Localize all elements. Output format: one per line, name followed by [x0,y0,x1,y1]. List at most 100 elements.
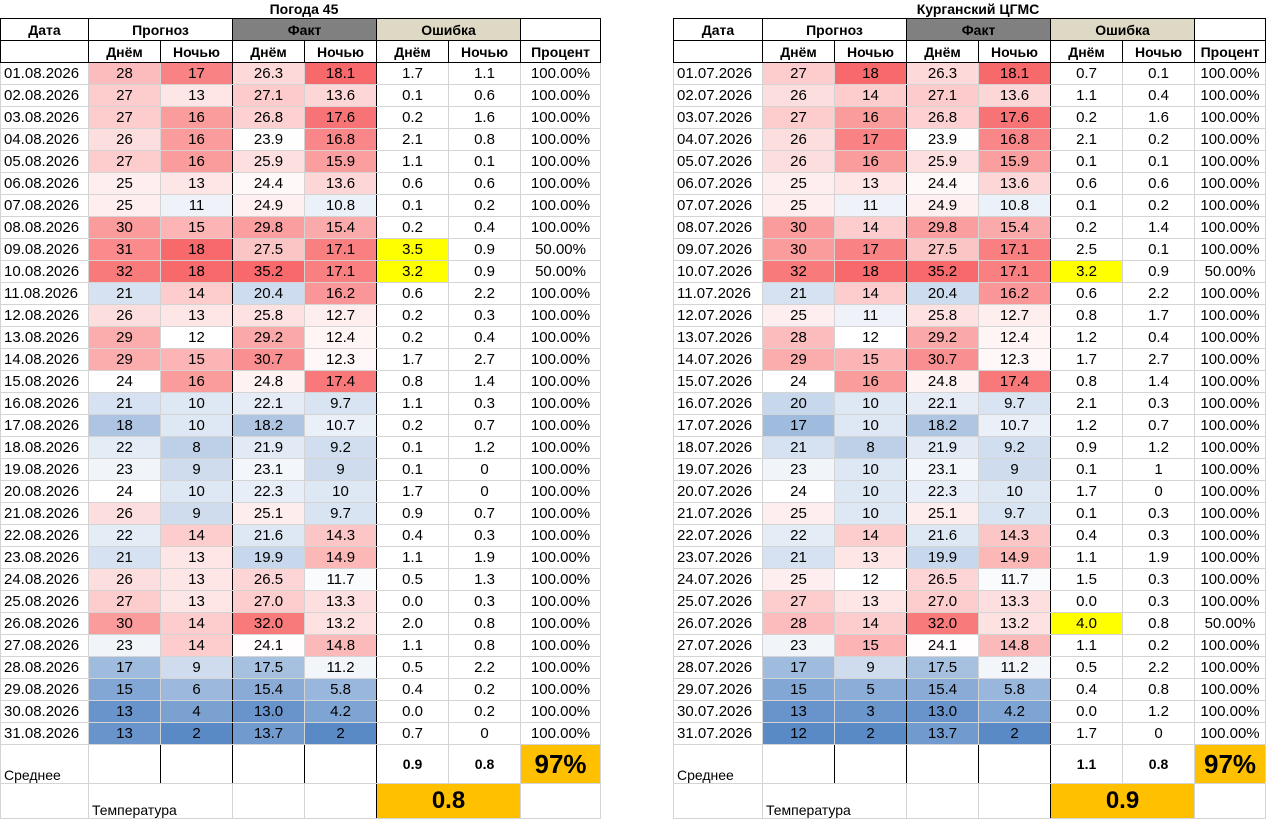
value-cell: 9 [160,458,233,481]
empty-cell [906,783,979,819]
value-cell: 21.9 [906,436,979,459]
value-cell: 2.1 [1050,392,1124,415]
average-label: Среднее [0,744,89,784]
value-cell: 100.00% [520,370,602,393]
table-row: 21.08.2026 26 9 25.1 9.7 0.9 0.7 100.00% [0,502,602,525]
value-cell: 0.1 [1050,194,1124,217]
value-cell: 26.8 [906,106,979,129]
empty-cell [160,744,233,784]
table-row: 19.07.2026 23 10 23.1 9 0.1 1 100.00% [673,458,1266,481]
subheader-row: Днём Ночью Днём Ночью Днём Ночью Процент [673,40,1266,63]
table-row: 15.08.2026 24 16 24.8 17.4 0.8 1.4 100.00% [0,370,602,393]
value-cell: 12.7 [977,304,1052,327]
value-cell: 13 [762,700,835,723]
table-row: 16.08.2026 21 10 22.1 9.7 1.1 0.3 100.00% [0,392,602,415]
value-cell: 100.00% [520,568,602,591]
value-cell: 15.4 [977,216,1052,239]
value-cell: 0.4 [448,216,522,239]
value-cell: 0.8 [376,370,450,393]
value-cell: 0.3 [1122,590,1196,613]
value-cell: 12.4 [977,326,1052,349]
date-cell: 17.08.2026 [0,414,89,437]
value-cell: 10 [977,480,1052,503]
value-cell: 0.9 [1050,436,1124,459]
value-cell: 23 [762,458,835,481]
value-cell: 100.00% [1194,194,1266,217]
header-forecast: Прогноз [88,18,233,41]
value-cell: 5 [834,678,907,701]
value-cell: 1.9 [1122,546,1196,569]
date-cell: 16.08.2026 [0,392,89,415]
value-cell: 14 [834,84,907,107]
value-cell: 14 [160,612,233,635]
average-label: Среднее [673,744,763,784]
value-cell: 30 [762,216,835,239]
table-row: 19.08.2026 23 9 23.1 9 0.1 0 100.00% [0,458,602,481]
table-row: 27.07.2026 23 15 24.1 14.8 1.1 0.2 100.00% [673,634,1266,657]
table-row: 28.07.2026 17 9 17.5 11.2 0.5 2.2 100.00% [673,656,1266,679]
value-cell: 26 [88,304,161,327]
value-cell: 100.00% [520,436,602,459]
value-cell: 12 [762,722,835,745]
value-cell: 1.1 [376,546,450,569]
value-cell: 100.00% [1194,216,1266,239]
table-row: 03.08.2026 27 16 26.8 17.6 0.2 1.6 100.00% [0,106,602,129]
value-cell: 0.2 [448,194,522,217]
panel-title: Погода 45 [269,1,339,17]
value-cell: 13.0 [906,700,979,723]
date-cell: 16.07.2026 [673,392,763,415]
value-cell: 2.2 [448,656,522,679]
value-cell: 27.0 [906,590,979,613]
empty-cell [88,744,161,784]
date-cell: 09.07.2026 [673,238,763,261]
value-cell: 10 [834,414,907,437]
date-cell: 10.07.2026 [673,260,763,283]
value-cell: 13 [834,590,907,613]
value-cell: 13.3 [977,590,1052,613]
value-cell: 18.2 [906,414,979,437]
value-cell: 100.00% [520,348,602,371]
value-cell: 100.00% [520,304,602,327]
table-row: 22.08.2026 22 14 21.6 14.3 0.4 0.3 100.00% [0,524,602,547]
value-cell: 18 [88,414,161,437]
value-cell: 27.5 [906,238,979,261]
value-cell: 22.3 [232,480,305,503]
value-cell: 3.5 [376,238,450,261]
value-cell: 23.9 [906,128,979,151]
value-cell: 27 [762,106,835,129]
value-cell: 18.2 [232,414,305,437]
value-cell: 3 [834,700,907,723]
value-cell: 25.8 [906,304,979,327]
value-cell: 0.8 [448,634,522,657]
date-cell: 27.07.2026 [673,634,763,657]
date-cell: 01.07.2026 [673,62,763,85]
value-cell: 23 [88,458,161,481]
value-cell: 18 [834,62,907,85]
value-cell: 1.2 [1122,700,1196,723]
table-row: 13.07.2026 28 12 29.2 12.4 1.2 0.4 100.00% [673,326,1266,349]
value-cell: 13 [834,546,907,569]
table-row: 13.08.2026 29 12 29.2 12.4 0.2 0.4 100.00% [0,326,602,349]
value-cell: 0.3 [448,304,522,327]
value-cell: 17 [834,128,907,151]
value-cell: 11.2 [977,656,1052,679]
value-cell: 0.6 [376,172,450,195]
value-cell: 10 [160,392,233,415]
header-fact: Факт [905,18,1052,41]
value-cell: 15 [88,678,161,701]
value-cell: 0 [1122,480,1196,503]
value-cell: 13 [160,84,233,107]
date-cell: 23.08.2026 [0,546,89,569]
date-cell: 14.08.2026 [0,348,89,371]
value-cell: 100.00% [1194,546,1266,569]
value-cell: 0.1 [1122,150,1196,173]
value-cell: 25 [762,502,835,525]
value-cell: 0.1 [376,458,450,481]
value-cell: 27 [88,106,161,129]
table-row: 08.07.2026 30 14 29.8 15.4 0.2 1.4 100.00% [673,216,1266,239]
date-cell: 05.08.2026 [0,150,89,173]
table-row: 10.07.2026 32 18 35.2 17.1 3.2 0.9 50.00% [673,260,1266,283]
value-cell: 9.2 [977,436,1052,459]
value-cell: 25.1 [906,502,979,525]
value-cell: 18.1 [303,62,378,85]
